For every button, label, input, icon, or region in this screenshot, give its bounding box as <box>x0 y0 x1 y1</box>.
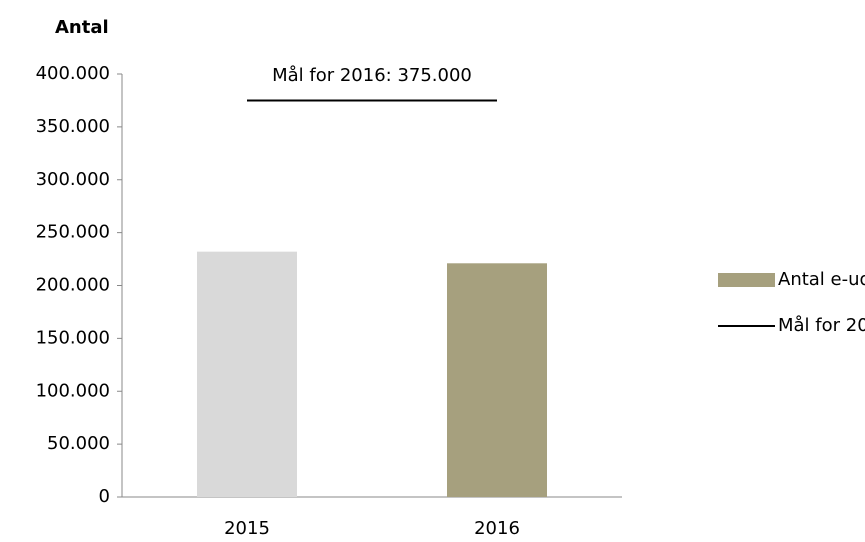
bar <box>447 263 547 497</box>
legend-label: Antal e-udlån <box>778 269 865 290</box>
y-tick-label: 200.000 <box>36 275 110 296</box>
y-tick-label: 50.000 <box>47 433 110 454</box>
x-tick-label: 2015 <box>224 518 270 539</box>
x-tick-label: 2016 <box>474 518 520 539</box>
y-tick-label: 250.000 <box>36 222 110 243</box>
y-tick-label: 100.000 <box>36 380 110 401</box>
y-tick-label: 0 <box>99 486 110 507</box>
legend-label: Mål for 2016 <box>778 315 865 336</box>
y-tick-label: 400.000 <box>36 63 110 84</box>
y-axis-label: Antal <box>55 17 109 38</box>
y-tick-label: 350.000 <box>36 116 110 137</box>
legend-swatch <box>718 273 775 287</box>
y-tick-label: 300.000 <box>36 169 110 190</box>
annotation: Mål for 2016: 375.000 <box>272 65 472 86</box>
bar <box>197 251 297 497</box>
y-tick-label: 150.000 <box>36 327 110 348</box>
